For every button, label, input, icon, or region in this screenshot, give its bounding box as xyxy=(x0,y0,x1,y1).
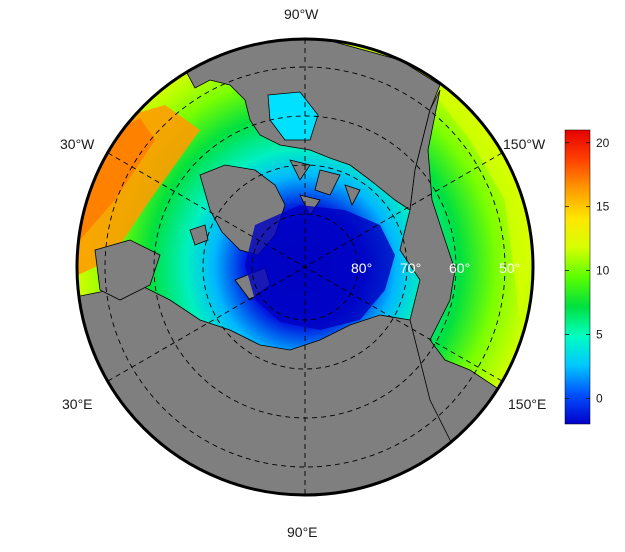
lon-label-30e: 30°E xyxy=(62,396,93,412)
colorbar-tick-label: 20 xyxy=(596,136,610,150)
colorbar-tick-label: 10 xyxy=(596,264,610,278)
graticule xyxy=(104,39,506,495)
colorbar-tick-label: 15 xyxy=(596,200,610,214)
map-frame xyxy=(75,37,535,497)
lat-label-50: 50° xyxy=(499,260,520,276)
lon-label-90e: 90°E xyxy=(287,524,318,540)
lon-label-150e: 150°E xyxy=(508,396,547,412)
lon-label-30w: 30°W xyxy=(60,136,95,152)
colorbar-tick-label: 5 xyxy=(596,328,603,342)
lon-label-150w: 150°W xyxy=(503,136,546,152)
colorbar-tick-label: 0 xyxy=(596,391,603,405)
lat-label-60: 60° xyxy=(449,260,470,276)
lon-label-90w: 90°W xyxy=(284,6,319,22)
colorbar-bar xyxy=(564,129,591,425)
lat-label-80: 80° xyxy=(351,260,372,276)
lat-label-70: 70° xyxy=(400,260,421,276)
